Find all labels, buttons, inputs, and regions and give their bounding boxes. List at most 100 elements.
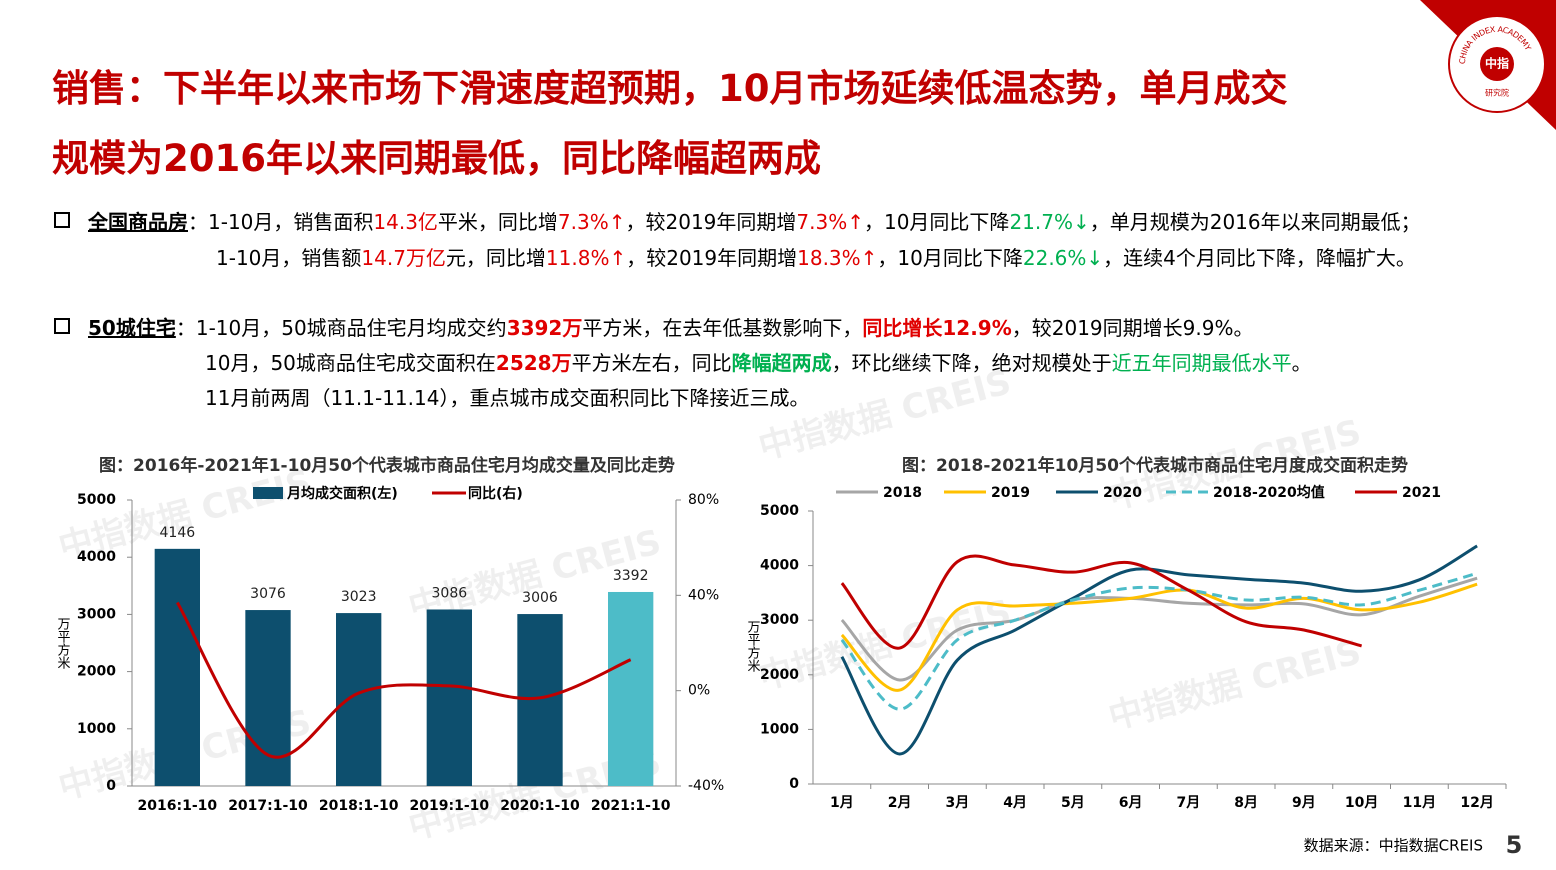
x-tick-label: 2017:1-10	[228, 798, 308, 814]
bullet-line: 50城住宅：1-10月，50城商品住宅月均成交约3392万平方米，在去年低基数影…	[88, 312, 1253, 341]
bullet-sep: ：	[175, 316, 196, 340]
watermark: 中指数据 CREIS	[754, 362, 1015, 468]
bar	[517, 614, 563, 786]
chart-title: 图：2018-2021年10月50个代表城市商品住宅月度成交面积走势	[902, 455, 1408, 476]
text-run: ，10月同比下降	[863, 210, 1010, 234]
y-tick-label: 2000	[77, 664, 116, 680]
source: 数据来源：中指数据CREIS	[1304, 837, 1483, 855]
y2-tick-label: 80%	[688, 492, 719, 508]
x-tick-label: 6月	[1119, 795, 1143, 811]
x-tick-label: 2018:1-10	[319, 798, 399, 814]
data-label: 3086	[432, 585, 468, 601]
watermark: 中指数据 CREIS	[1104, 632, 1365, 738]
text-run: 7.3%↑	[796, 210, 864, 234]
y-tick-label: 3000	[760, 612, 799, 628]
legend-label: 2019	[991, 485, 1030, 501]
text-run: 平米，同比增	[437, 210, 558, 234]
title-line: 销售：下半年以来市场下滑速度超预期，10月市场延续低温态势，单月成交	[52, 67, 1288, 110]
bullet-label: 全国商品房	[88, 210, 188, 234]
y-tick-label: 4000	[77, 549, 116, 565]
x-tick-label: 9月	[1292, 795, 1316, 811]
text-run: 7.3%↑	[557, 210, 626, 234]
bar	[154, 548, 200, 786]
legend-label: 2020	[1103, 485, 1142, 501]
x-tick-label: 10月	[1345, 795, 1378, 811]
data-label: 3076	[250, 586, 286, 602]
bullet-square	[54, 318, 70, 334]
text-run: ，较2019年同期增	[625, 210, 797, 234]
y-axis-label: 万平方米	[745, 620, 761, 672]
y-tick-label: 5000	[77, 492, 116, 508]
y-tick-label: 0	[106, 778, 116, 794]
bullet-line: 10月，50城商品住宅成交面积在2528万平方米左右，同比降幅超两成，环比继续下…	[205, 347, 1312, 376]
x-tick-label: 11月	[1403, 795, 1436, 811]
text-run: 同比增长12.9%	[862, 316, 1012, 340]
text-run: 21.7%↓	[1009, 210, 1090, 234]
text-run: 降幅超两成	[731, 351, 832, 375]
x-tick-label: 8月	[1234, 795, 1258, 811]
x-tick-label: 2月	[888, 795, 912, 811]
text-run: 1-10月，50城商品住宅月均成交约	[195, 316, 507, 340]
y-tick-label: 3000	[77, 606, 116, 622]
x-tick-label: 1月	[830, 795, 854, 811]
line-series	[840, 582, 1478, 692]
logo-sub: 研究院	[1485, 88, 1509, 98]
text-run: 11.8%↑	[545, 246, 627, 270]
text-run: ，单月规模为2016年以来同期最低；	[1089, 210, 1421, 234]
line-series	[840, 571, 1478, 711]
legend-label: 同比(右)	[468, 485, 523, 502]
legend-label: 2018	[883, 485, 922, 501]
legend-label: 2021	[1402, 485, 1441, 501]
text-run: 2528万	[495, 351, 572, 375]
bullet-square	[54, 212, 70, 228]
text-run: 元，同比增	[445, 246, 546, 270]
text-run: 近五年同期最低水平	[1111, 351, 1292, 375]
y-tick-label: 2000	[760, 667, 799, 683]
x-tick-label: 2021:1-10	[591, 798, 671, 814]
bar	[608, 591, 654, 786]
page-number: 5	[1506, 831, 1523, 859]
text-run: 1-10月，销售面积	[208, 210, 374, 234]
data-label: 3392	[613, 568, 649, 584]
x-tick-label: 2016:1-10	[138, 798, 218, 814]
text-run: 10月，50城商品住宅成交面积在	[205, 351, 496, 375]
data-label: 4146	[160, 525, 196, 541]
legend-label: 2018-2020均值	[1213, 484, 1325, 501]
text-run: 3392万	[506, 316, 583, 340]
bullet-line: 1-10月，销售额14.7万亿元，同比增11.8%↑，较2019年同期增18.3…	[216, 242, 1416, 271]
y-tick-label: 0	[789, 776, 799, 792]
bar	[245, 610, 291, 786]
text-run: 14.3亿	[373, 210, 438, 234]
data-label: 3023	[341, 589, 377, 605]
text-run: 1-10月，销售额	[216, 246, 362, 270]
text-run: 平方米左右，同比	[571, 351, 732, 375]
x-tick-label: 3月	[946, 795, 970, 811]
line-series	[840, 544, 1478, 756]
x-tick-label: 7月	[1177, 795, 1201, 811]
x-tick-label: 2020:1-10	[500, 798, 580, 814]
line-series	[840, 576, 1478, 682]
text-run: ，10月同比下降	[877, 246, 1023, 270]
x-tick-label: 12月	[1460, 795, 1493, 811]
text-run: ，较2019同期增长9.9%。	[1011, 316, 1254, 340]
text-run: ，较2019年同期增	[626, 246, 798, 270]
line-series	[176, 601, 632, 759]
bullet-label: 50城住宅	[88, 316, 176, 340]
y-tick-label: 1000	[77, 721, 116, 737]
text-run: ，连续4个月同比下降，降幅扩大。	[1103, 246, 1416, 270]
bullet-sep: ：	[188, 210, 208, 234]
x-tick-label: 4月	[1003, 795, 1027, 811]
text-run: ，环比继续下降，绝对规模处于	[831, 351, 1112, 375]
line-series	[840, 554, 1363, 650]
bar	[336, 613, 382, 786]
text-run: 。	[1291, 351, 1312, 375]
x-tick-label: 5月	[1061, 795, 1085, 811]
chart-title: 图：2016年-2021年1-10月50个代表城市商品住宅月均成交量及同比走势	[99, 455, 675, 476]
text-run: 11月前两周（11.1-11.14），重点城市成交面积同比下降接近三成。	[205, 386, 810, 410]
y-axis-label: 万平方米	[55, 617, 71, 669]
legend-swatch	[253, 487, 283, 499]
text-run: 18.3%↑	[797, 246, 878, 270]
y-tick-label: 5000	[760, 503, 799, 519]
